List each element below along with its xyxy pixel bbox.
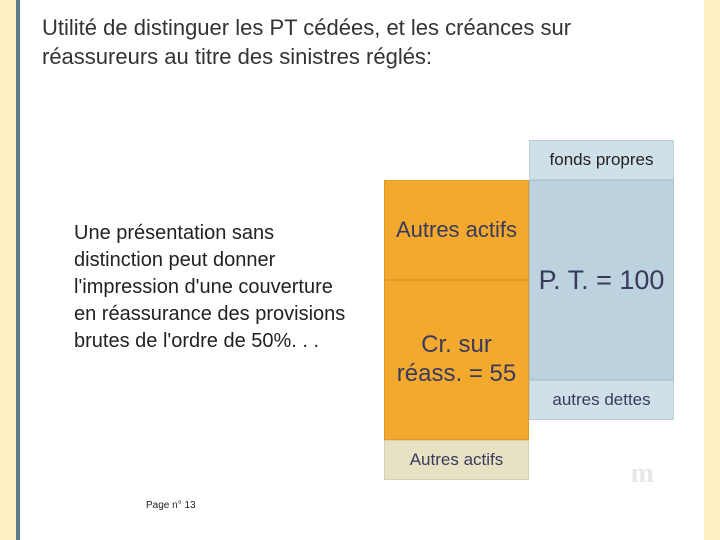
page-number: Page n° 13 [146,500,196,511]
diagram-right-column: fonds propres P. T. = 100 autres dettes [529,140,674,520]
cell-autres-dettes: autres dettes [529,380,674,420]
cell-fonds-propres: fonds propres [529,140,674,180]
diagram-left-column: Autres actifs Cr. sur réass. = 55 Autres… [384,140,529,520]
left-accent-bar [16,0,20,540]
slide: Utilité de distinguer les PT cédées, et … [0,0,720,540]
slide-content: Une présentation sans distinction peut d… [56,140,674,530]
cell-cr-reass: Cr. sur réass. = 55 [384,280,529,440]
spacer [384,140,529,180]
cell-autres-actifs-bottom: Autres actifs [384,440,529,480]
cell-pt: P. T. = 100 [529,180,674,380]
slide-heading: Utilité de distinguer les PT cédées, et … [42,14,678,71]
cell-autres-actifs-top: Autres actifs [384,180,529,280]
balance-diagram: Autres actifs Cr. sur réass. = 55 Autres… [384,140,674,520]
body-paragraph: Une présentation sans distinction peut d… [74,220,354,355]
